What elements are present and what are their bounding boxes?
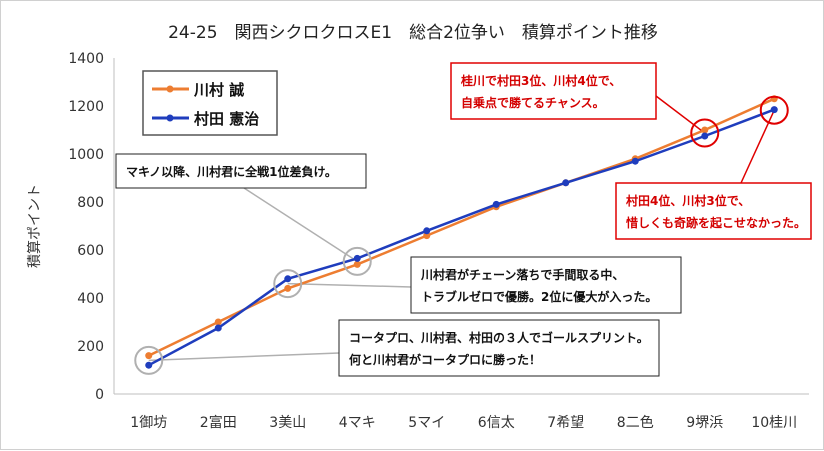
series-2-point bbox=[562, 179, 570, 187]
legend-label-series-2: 村田 憲治 bbox=[194, 110, 259, 128]
series-2-point bbox=[631, 157, 639, 165]
axes bbox=[113, 58, 809, 395]
x-tick-label: 8二色 bbox=[617, 414, 654, 431]
annotation-a1: マキノ以降、川村君に全戦1位差負け。 bbox=[115, 153, 367, 189]
y-tick-label: 1000 bbox=[68, 147, 104, 163]
series-layer bbox=[145, 95, 778, 369]
highlight-circle bbox=[759, 95, 789, 125]
x-tick-label: 2富田 bbox=[200, 414, 237, 431]
tick-labels: 0 200 400 600 800 1000 1200 1400 1御坊 2富田 3美山 4マキ 5マイ… bbox=[68, 51, 797, 431]
y-tick-label: 1400 bbox=[68, 51, 104, 67]
annotation-a2: 川村君がチェーン落ちで手間取る中、トラブルゼロで優勝。2位に優大が入った。 bbox=[410, 256, 682, 314]
x-tick-label: 10桂川 bbox=[751, 415, 797, 431]
series-1-point bbox=[423, 232, 431, 240]
series-2-point bbox=[353, 254, 361, 262]
x-tick-label: 3美山 bbox=[269, 415, 306, 431]
annotation-text-line: 何と川村君がコータプロに勝った！ bbox=[349, 352, 541, 367]
annotation-leader-line bbox=[148, 352, 340, 362]
annotation-leaders bbox=[148, 95, 775, 362]
y-axis-label: 積算ポイント bbox=[27, 184, 43, 268]
series-1-point bbox=[701, 126, 709, 134]
legend-box bbox=[142, 70, 278, 136]
series-1-point bbox=[214, 318, 222, 326]
series-2-point bbox=[770, 106, 778, 114]
series-line-1 bbox=[148, 97, 775, 357]
y-tick-label: 200 bbox=[77, 339, 104, 355]
legend-marker-series-1 bbox=[166, 85, 174, 93]
annotation-text-line: 自乗点で勝てるチャンス。 bbox=[461, 95, 605, 110]
y-tick-label: 800 bbox=[77, 195, 104, 211]
x-tick-label: 5マイ bbox=[408, 415, 445, 431]
y-tick-label: 600 bbox=[77, 243, 104, 259]
annotation-box bbox=[338, 319, 660, 377]
highlight-circle bbox=[342, 246, 372, 276]
x-tick-label: 9堺浜 bbox=[686, 415, 723, 431]
x-tick-label: 6信太 bbox=[478, 415, 515, 431]
y-tick-label: 1200 bbox=[68, 99, 104, 115]
y-tick-label: 400 bbox=[77, 291, 104, 307]
legend: 川村 誠 村田 憲治 bbox=[142, 70, 278, 136]
series-line-2 bbox=[148, 108, 775, 367]
annotation-a5: 村田4位、川村3位で、惜しくも奇跡を起こせなかった。 bbox=[615, 182, 812, 240]
series-2-point bbox=[214, 324, 222, 332]
highlight-circle bbox=[134, 345, 164, 375]
annotation-text-line: コータプロ、川村君、村田の３人でゴールスプリント。 bbox=[349, 330, 649, 345]
annotation-leader-line bbox=[655, 95, 706, 134]
annotation-box bbox=[450, 62, 657, 120]
legend-label-series-1: 川村 誠 bbox=[193, 81, 244, 99]
highlight-circles bbox=[134, 95, 789, 375]
series-2-point bbox=[423, 227, 431, 235]
annotation-text-line: 川村君がチェーン落ちで手間取る中、 bbox=[420, 267, 624, 282]
annotation-text-line: 村田4位、川村3位で、 bbox=[626, 193, 750, 208]
annotation-a3: コータプロ、川村君、村田の３人でゴールスプリント。何と川村君がコータプロに勝った… bbox=[338, 319, 660, 377]
annotation-text-line: 桂川で村田3位、川村4位で、 bbox=[460, 73, 621, 88]
series-1-point bbox=[353, 260, 361, 268]
x-tick-label: 4マキ bbox=[339, 415, 376, 431]
series-2-point bbox=[284, 275, 292, 283]
annotation-leader-line bbox=[287, 282, 412, 288]
annotation-text-line: マキノ以降、川村君に全戦1位差負け。 bbox=[126, 164, 337, 179]
chart-title: 24-25 関西シクロクロスE1 総合2位争い 積算ポイント推移 bbox=[168, 23, 658, 43]
series-2-point bbox=[701, 132, 709, 140]
series-2-point bbox=[492, 200, 500, 208]
annotation-text-line: トラブルゼロで優勝。2位に優大が入った。 bbox=[421, 289, 657, 304]
annotation-a4: 桂川で村田3位、川村4位で、自乗点で勝てるチャンス。 bbox=[450, 62, 657, 120]
annotations: マキノ以降、川村君に全戦1位差負け。川村君がチェーン落ちで手間取る中、トラブルゼ… bbox=[115, 62, 812, 377]
highlight-circle bbox=[273, 269, 303, 299]
annotation-box bbox=[615, 182, 812, 240]
annotation-leader-line bbox=[243, 187, 358, 263]
series-1-point bbox=[284, 284, 292, 292]
annotation-box bbox=[115, 153, 367, 189]
highlight-circle bbox=[690, 118, 720, 148]
y-tick-label: 0 bbox=[95, 387, 104, 403]
x-tick-label: 1御坊 bbox=[130, 415, 167, 431]
x-tick-label: 7希望 bbox=[547, 415, 584, 431]
annotation-box bbox=[410, 256, 682, 314]
legend-marker-series-2 bbox=[166, 114, 174, 122]
series-2-point bbox=[145, 361, 153, 369]
series-1-point bbox=[145, 352, 153, 360]
annotation-text-line: 惜しくも奇跡を起こせなかった。 bbox=[625, 215, 806, 230]
